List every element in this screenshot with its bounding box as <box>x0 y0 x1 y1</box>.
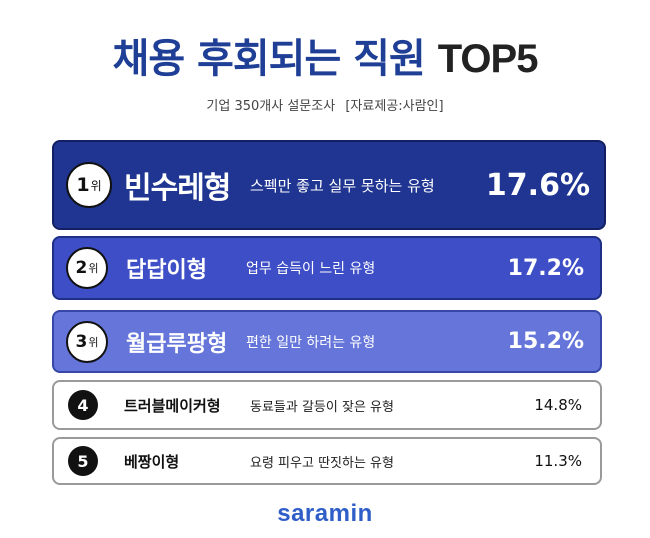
rank-card-5: 5 베짱이형 요령 피우고 딴짓하는 유형 11.3% <box>52 437 602 485</box>
title-korean: 채용 후회되는 직원 <box>112 36 426 82</box>
rank-suffix: 위 <box>90 178 102 193</box>
rank-description: 업무 습득이 느린 유형 <box>246 261 376 277</box>
subtitle: 기업 350개사 설문조사 [자료제공:사람인] <box>0 95 650 114</box>
survey-text: 기업 350개사 설문조사 <box>206 99 336 114</box>
rank-description: 동료들과 갈등이 잦은 유형 <box>250 399 394 415</box>
rank-description: 편한 일만 하려는 유형 <box>246 334 376 351</box>
rank-badge-5: 5 <box>68 446 98 476</box>
rank-number: 2 <box>75 258 88 278</box>
rank-percent: 11.3% <box>534 452 582 470</box>
rank-suffix: 위 <box>88 335 99 349</box>
title-english: TOP5 <box>437 37 539 81</box>
rank-name: 빈수레형 <box>124 171 231 206</box>
rank-name: 월급루팡형 <box>126 331 228 357</box>
page-title: 채용 후회되는 직원 TOP5 <box>0 26 650 84</box>
source-text: [자료제공:사람인] <box>345 99 444 114</box>
rank-percent: 15.2% <box>507 329 584 354</box>
rank-description: 스펙만 좋고 실무 못하는 유형 <box>250 176 435 195</box>
rank-percent: 14.8% <box>534 396 582 414</box>
rank-card-4: 4 트러블메이커형 동료들과 갈등이 잦은 유형 14.8% <box>52 380 602 430</box>
rank-percent: 17.2% <box>507 255 584 281</box>
rank-name: 베짱이형 <box>124 452 180 471</box>
rank-number: 4 <box>77 395 89 415</box>
rank-description: 요령 피우고 딴짓하는 유형 <box>250 455 394 471</box>
rank-name: 답답이형 <box>126 258 207 283</box>
rank-number: 3 <box>75 331 88 352</box>
rank-percent: 17.6% <box>485 167 590 203</box>
rank-suffix: 위 <box>88 262 99 275</box>
saramin-logo: saramin <box>277 500 373 527</box>
rank-number: 5 <box>77 451 89 471</box>
rank-name: 트러블메이커형 <box>124 396 221 415</box>
rank-badge-4: 4 <box>68 390 98 420</box>
rank-number: 1 <box>76 174 90 196</box>
